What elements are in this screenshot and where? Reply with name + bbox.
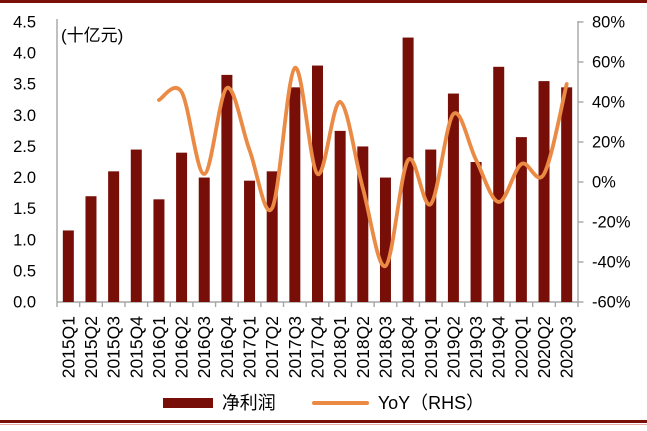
bar-2018Q3 [379, 177, 391, 302]
x-axis-label: 2018Q3 [375, 316, 395, 378]
bar-2016Q1 [153, 199, 165, 302]
left-axis-tick-label: 3.0 [13, 107, 36, 125]
right-axis-tick-label: -60% [592, 294, 631, 312]
x-axis-label: 2015Q3 [104, 316, 124, 378]
bar-2020Q2 [538, 81, 550, 302]
x-axis-label: 2017Q2 [262, 316, 282, 378]
legend-item-yoy: YoY（RHS） [311, 393, 485, 413]
x-axis-label: 2017Q4 [308, 316, 328, 379]
left-axis-tick-label: 2.5 [13, 138, 36, 156]
right-axis-tick-label: -20% [592, 214, 631, 232]
x-axis-label: 2015Q1 [58, 316, 78, 378]
bar-2016Q3 [198, 177, 210, 302]
x-axis-label: 2020Q3 [557, 316, 577, 378]
top-border-line [0, 0, 647, 3]
bar-2019Q1 [425, 149, 437, 302]
legend-item-net-profit: 净利润 [162, 393, 276, 413]
x-axis-label: 2020Q1 [511, 316, 531, 378]
x-axis-label: 2016Q1 [149, 316, 169, 378]
x-axis-label: 2019Q3 [466, 316, 486, 378]
x-axis-label: 2020Q2 [534, 316, 554, 378]
bar-2015Q2 [85, 196, 97, 302]
right-axis-tick-label: 20% [592, 134, 625, 152]
right-axis-tick-label: 60% [592, 54, 625, 72]
bar-2018Q1 [334, 130, 346, 302]
left-axis-tick-label: 4.5 [13, 14, 36, 32]
bar-2019Q2 [447, 93, 459, 302]
x-axis-label: 2015Q4 [126, 316, 146, 379]
x-axis-label: 2018Q1 [330, 316, 350, 378]
bottom-border-accent-line [0, 423, 647, 425]
left-axis-tick-label: 4.0 [13, 45, 36, 63]
x-axis-label: 2017Q3 [285, 316, 305, 378]
left-axis-tick-label: 1.0 [13, 231, 36, 249]
bar-2015Q1 [62, 230, 74, 302]
bar-2016Q4 [221, 74, 233, 302]
x-axis-label: 2019Q4 [489, 316, 509, 379]
bar-2019Q4 [493, 66, 505, 302]
yoy-line [157, 66, 569, 268]
unit-label: (十亿元) [61, 26, 124, 45]
x-axis-label: 2016Q2 [172, 316, 192, 378]
x-axis-label: 2016Q3 [194, 316, 214, 378]
net-profit-swatch [162, 398, 213, 408]
net-profit-label: 净利润 [221, 393, 276, 413]
left-axis-tick-label: 1.5 [13, 200, 36, 218]
bar-2017Q4 [312, 65, 323, 302]
bottom-border-line [0, 420, 647, 423]
x-axis-label: 2017Q1 [240, 316, 260, 378]
x-axis-label: 2019Q2 [443, 316, 463, 378]
legend: 净利润 YoY（RHS） [0, 394, 647, 412]
right-axis-tick-label: -40% [592, 254, 631, 272]
bar-2015Q3 [108, 171, 120, 302]
bar-2015Q4 [130, 149, 142, 302]
x-axis-label: 2015Q2 [81, 316, 101, 378]
x-axis-label: 2018Q4 [398, 316, 418, 379]
bar-2019Q3 [470, 162, 482, 302]
x-axis-label: 2018Q2 [353, 316, 373, 378]
right-axis-tick-label: 0% [592, 174, 616, 192]
x-axis-label: 2019Q1 [421, 316, 441, 378]
left-axis-tick-label: 3.5 [13, 76, 36, 94]
bar-2018Q2 [357, 146, 369, 302]
bar-2017Q2 [266, 171, 278, 302]
bar-2017Q1 [244, 180, 256, 302]
right-axis-tick-label: 40% [592, 94, 625, 112]
x-axis-label: 2016Q4 [217, 316, 237, 379]
right-axis-tick-label: 80% [592, 14, 625, 32]
yoy-line-swatch [311, 400, 369, 406]
left-axis-tick-label: 2.0 [13, 169, 36, 187]
bar-2018Q4 [402, 37, 414, 303]
bar-2020Q3 [561, 87, 573, 302]
left-axis-tick-label: 0.5 [13, 262, 36, 280]
bar-2020Q1 [515, 137, 527, 302]
bar-2016Q2 [176, 152, 188, 302]
left-axis-tick-label: 0.0 [13, 294, 36, 312]
yoy-label: YoY（RHS） [377, 393, 485, 413]
bar-2017Q3 [289, 87, 301, 302]
